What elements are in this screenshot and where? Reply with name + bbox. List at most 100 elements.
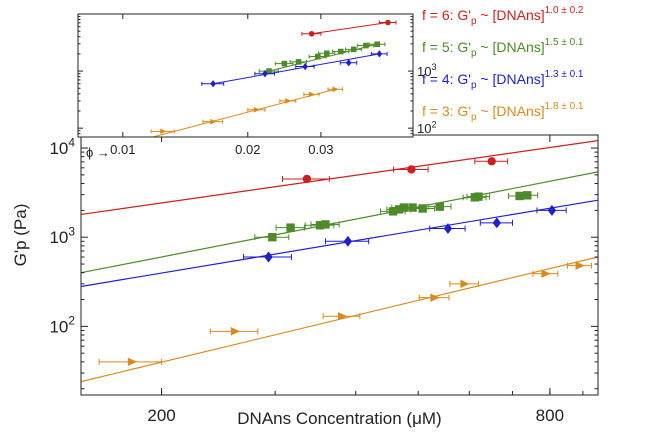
inset-series-3: [150, 86, 343, 137]
main-fit-line-2: [81, 199, 598, 288]
main-data-point: [302, 174, 312, 184]
main-y-tick-exponent: 3: [68, 225, 75, 239]
inset-data-point: [363, 42, 369, 49]
inset-frame: [77, 13, 414, 138]
inset-data-point: [295, 59, 302, 65]
inset-y-tick-label: 102: [417, 119, 437, 136]
inset-data-point: [337, 48, 344, 55]
main-data-point: [230, 327, 241, 336]
main-data-point: [487, 157, 496, 166]
inset-data-point: [262, 70, 268, 78]
main-y-tick-label: 102: [49, 314, 75, 337]
inset-data-point: [332, 86, 339, 93]
inset-data-point: [302, 62, 309, 71]
main-data-point: [286, 223, 295, 232]
main-data-point: [315, 221, 325, 230]
inset-data-point: [281, 60, 288, 67]
inset-data-point: [315, 53, 321, 60]
inset-data-layer: [150, 19, 397, 137]
inset-data-point: [308, 91, 316, 98]
main-data-point: [264, 251, 273, 263]
main-series-3: [81, 256, 598, 383]
legend-text: ~ [DNAns]: [477, 103, 545, 119]
legend-entry: f = 4: G'p ~ [DNAns]1.3 ± 0.1: [422, 69, 584, 91]
main-x-tick-label: 200: [147, 406, 175, 425]
legend-exponent: 1.3 ± 0.1: [545, 69, 584, 80]
inset-fit-line-1: [268, 43, 378, 72]
legend-subscript: p: [471, 112, 477, 123]
inset-data-point: [285, 98, 292, 104]
legend-subscript: p: [471, 48, 477, 59]
legend-entry: f = 3: G'p ~ [DNAns]1.8 ± 0.1: [422, 101, 584, 123]
main-plot-area: 200 800 102 103 104: [49, 134, 599, 425]
main-data-point: [430, 293, 440, 302]
inset-data-point: [324, 50, 330, 57]
legend-entry: f = 5: G'p ~ [DNAns]1.5 ± 0.1: [422, 37, 584, 59]
legend-entry: f = 6: G'p ~ [DNAns]1.0 ± 0.2: [422, 5, 584, 27]
main-fit-line-0: [81, 140, 598, 216]
main-data-point: [394, 205, 404, 214]
inset-background: [78, 14, 413, 137]
inset-x-tick-label: 0.01: [110, 142, 135, 157]
legend-text: ~ [DNAns]: [477, 7, 545, 23]
inset-series-0: [301, 19, 397, 37]
legend-exponent: 1.0 ± 0.2: [545, 5, 584, 16]
legend-exponent: 1.5 ± 0.1: [545, 37, 584, 48]
inset-data-point: [210, 80, 216, 88]
inset-x-axis-label: ϕ →: [86, 145, 110, 160]
main-y-tick-label: 104: [49, 135, 75, 158]
main-data-point: [443, 223, 453, 235]
main-data-point: [388, 207, 398, 216]
legend-exponent: 1.8 ± 0.1: [545, 101, 584, 112]
main-data-point: [575, 261, 585, 270]
legend-subscript: p: [471, 80, 477, 91]
main-data-point: [321, 220, 330, 229]
main-data-point: [418, 204, 427, 213]
main-data-point: [515, 191, 524, 201]
inset-series-2: [201, 50, 388, 88]
inset-data-point: [345, 59, 352, 67]
inset-data-point: [266, 68, 272, 74]
inset-data-point: [385, 19, 391, 26]
main-x-axis-label: DNAns Concentration (μM): [237, 409, 441, 428]
inset-data-point: [253, 106, 260, 113]
inset-y-tick-exponent: 2: [431, 119, 436, 129]
main-data-point: [492, 217, 502, 229]
main-frame: [80, 134, 599, 396]
main-data-point: [268, 233, 277, 242]
legend-text: ~ [DNAns]: [477, 39, 545, 55]
inset-series-1: [258, 41, 386, 74]
main-data-point: [460, 279, 470, 289]
main-y-tick-exponent: 4: [68, 135, 75, 149]
main-data-point: [547, 204, 557, 216]
inset-x-tick-label: 0.02: [235, 142, 260, 157]
inset-x-tick-label: 0.03: [308, 142, 333, 157]
inset-data-point: [376, 50, 383, 58]
main-data-layer: [81, 140, 598, 383]
main-y-tick-exponent: 2: [68, 314, 75, 328]
main-y-tick-label: 103: [49, 225, 75, 248]
legend-text: ~ [DNAns]: [477, 71, 545, 87]
main-data-point: [408, 203, 417, 212]
inset-data-point: [374, 41, 381, 48]
main-data-point: [541, 269, 551, 278]
inset-fit-line-2: [213, 53, 380, 85]
main-data-point: [474, 192, 483, 201]
main-data-point: [343, 235, 353, 247]
inset-data-point: [308, 30, 315, 37]
main-series-2: [81, 199, 598, 288]
main-series-1: [81, 171, 598, 274]
main-data-point: [435, 202, 444, 211]
main-data-point: [127, 357, 138, 367]
main-data-point: [407, 165, 416, 174]
inset-data-point: [160, 128, 167, 135]
inset-data-point: [350, 46, 357, 53]
inset-data-point: [210, 118, 217, 125]
legend-subscript: p: [471, 16, 477, 27]
main-data-point: [523, 191, 532, 200]
main-series-0: [81, 140, 598, 216]
inset-y-tick-exponent: 3: [431, 62, 436, 72]
